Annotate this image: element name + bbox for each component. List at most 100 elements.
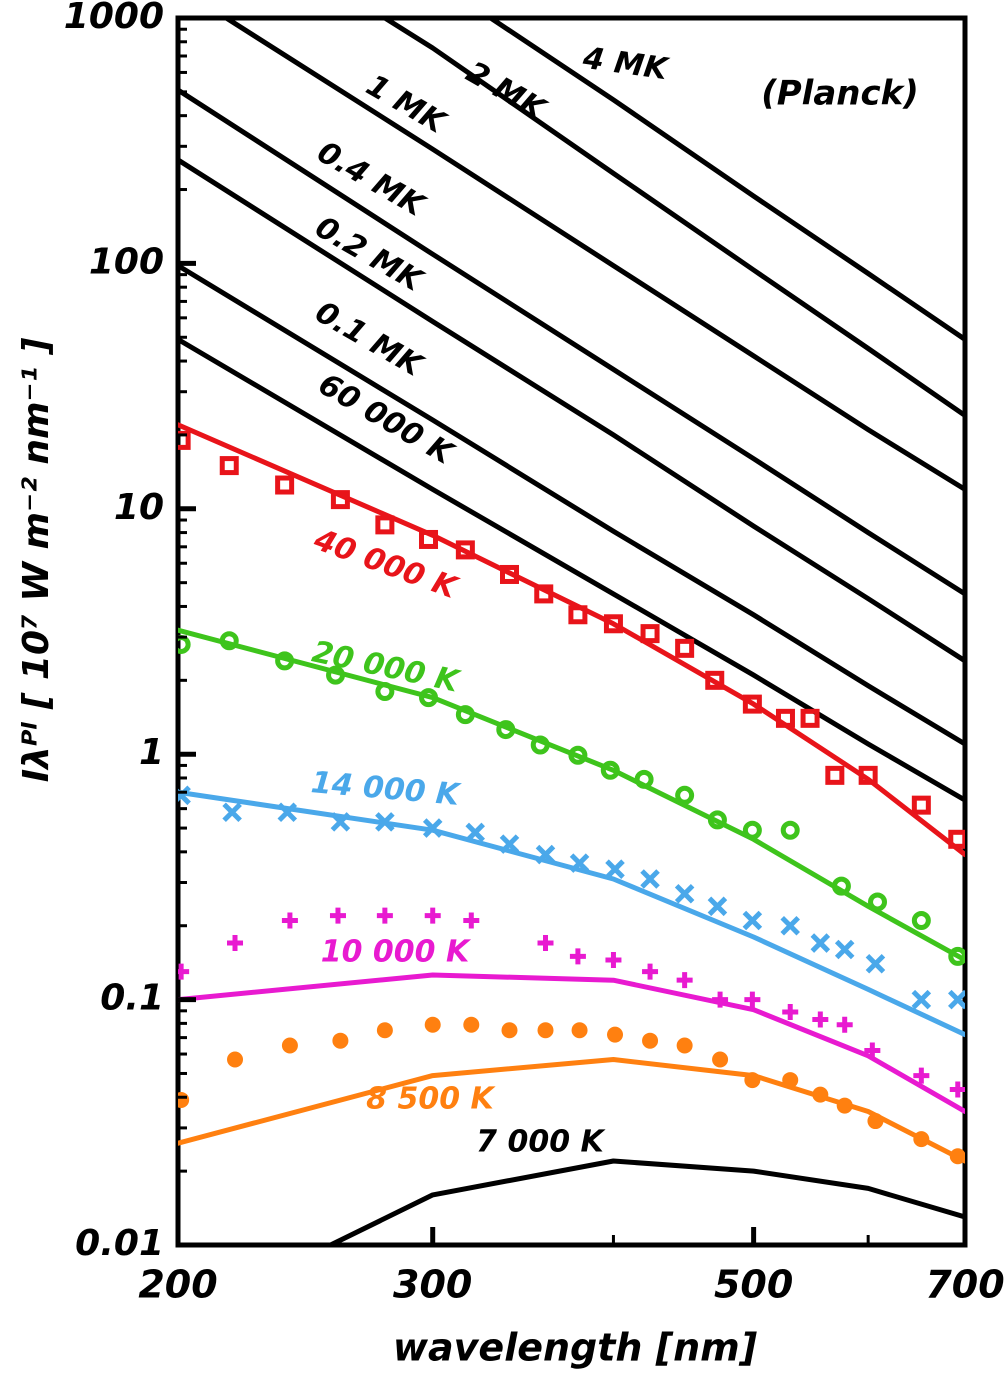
curve (178, 336, 965, 803)
marker (455, 540, 475, 560)
marker (219, 631, 239, 651)
marker (281, 912, 298, 929)
marker (424, 1016, 441, 1033)
y-tick-label: 1000 (64, 0, 164, 37)
marker (836, 1016, 853, 1033)
marker (640, 869, 660, 889)
marker (744, 991, 761, 1008)
x-tick-label: 700 (925, 1263, 1004, 1307)
marker (949, 1081, 965, 1098)
marker (499, 834, 520, 854)
curve-label: 60 000 K (312, 367, 460, 473)
marker (607, 1026, 624, 1043)
marker (178, 430, 191, 450)
marker (712, 991, 729, 1008)
marker (705, 670, 725, 690)
marker (812, 1086, 829, 1103)
marker (603, 614, 623, 634)
y-tick-label: 1 (139, 732, 164, 773)
marker (642, 1032, 659, 1049)
curve-label: 8 500 K (366, 1082, 496, 1117)
marker (642, 963, 659, 980)
x-tick-label: 200 (138, 1263, 217, 1307)
marker (222, 802, 242, 823)
curve (223, 18, 965, 492)
curve-label: 7 000 K (476, 1125, 606, 1160)
marker (810, 933, 831, 953)
curve (178, 157, 965, 664)
y-tick-label: 100 (89, 241, 164, 282)
marker (707, 896, 728, 917)
marker (535, 844, 556, 865)
marker (537, 935, 554, 952)
marker (332, 1032, 349, 1049)
curve (488, 18, 965, 342)
curve (328, 1158, 965, 1245)
marker (530, 735, 550, 755)
marker (568, 605, 588, 625)
marker (831, 876, 851, 896)
marker (376, 907, 393, 924)
marker (676, 972, 693, 989)
marker (948, 829, 965, 849)
marker (744, 1072, 761, 1089)
curve-label: 4 MK (580, 41, 672, 88)
marker (948, 946, 965, 966)
marker (949, 1148, 965, 1165)
marker (419, 529, 439, 549)
marker (864, 1042, 881, 1059)
curve (178, 789, 965, 1038)
marker (858, 765, 878, 785)
marker (634, 769, 654, 789)
marker (825, 765, 845, 785)
marker (329, 907, 346, 924)
marker (780, 915, 800, 936)
curve (178, 263, 965, 747)
marker (800, 708, 820, 728)
marker (499, 564, 519, 584)
marker (911, 795, 931, 815)
marker (568, 745, 588, 765)
curve (178, 1057, 965, 1164)
marker (675, 638, 695, 658)
marker (326, 665, 346, 685)
marker (178, 963, 190, 980)
marker (375, 515, 395, 535)
marker (375, 682, 395, 702)
curve (178, 422, 965, 858)
marker (605, 859, 625, 879)
curve (178, 627, 965, 963)
y-tick-label: 10 (114, 487, 164, 528)
marker (424, 907, 441, 924)
marker (867, 1113, 884, 1130)
marker (868, 892, 888, 912)
curve (382, 18, 965, 418)
marker (419, 688, 439, 708)
marker (465, 822, 485, 843)
marker (780, 820, 800, 840)
curve (178, 87, 965, 597)
curve-label: 2 MK (460, 55, 553, 129)
curve-label: 20 000 K (309, 634, 464, 700)
annotation: (Planck) (761, 74, 919, 114)
marker (640, 624, 660, 644)
marker (782, 1072, 799, 1089)
marker (834, 939, 855, 960)
marker (913, 1067, 930, 1084)
marker (219, 456, 239, 476)
marker (375, 812, 395, 832)
marker (812, 1011, 829, 1028)
marker (463, 912, 480, 929)
marker (376, 1022, 393, 1039)
x-tick-label: 300 (393, 1263, 472, 1307)
marker (600, 760, 620, 780)
curve-label: 14 000 K (310, 765, 464, 813)
marker (911, 911, 931, 931)
marker (675, 785, 695, 805)
plot-area (178, 18, 965, 1245)
marker (707, 810, 727, 830)
marker (281, 1037, 298, 1054)
y-tick-label: 0.01 (75, 1223, 164, 1264)
marker (537, 1022, 554, 1039)
